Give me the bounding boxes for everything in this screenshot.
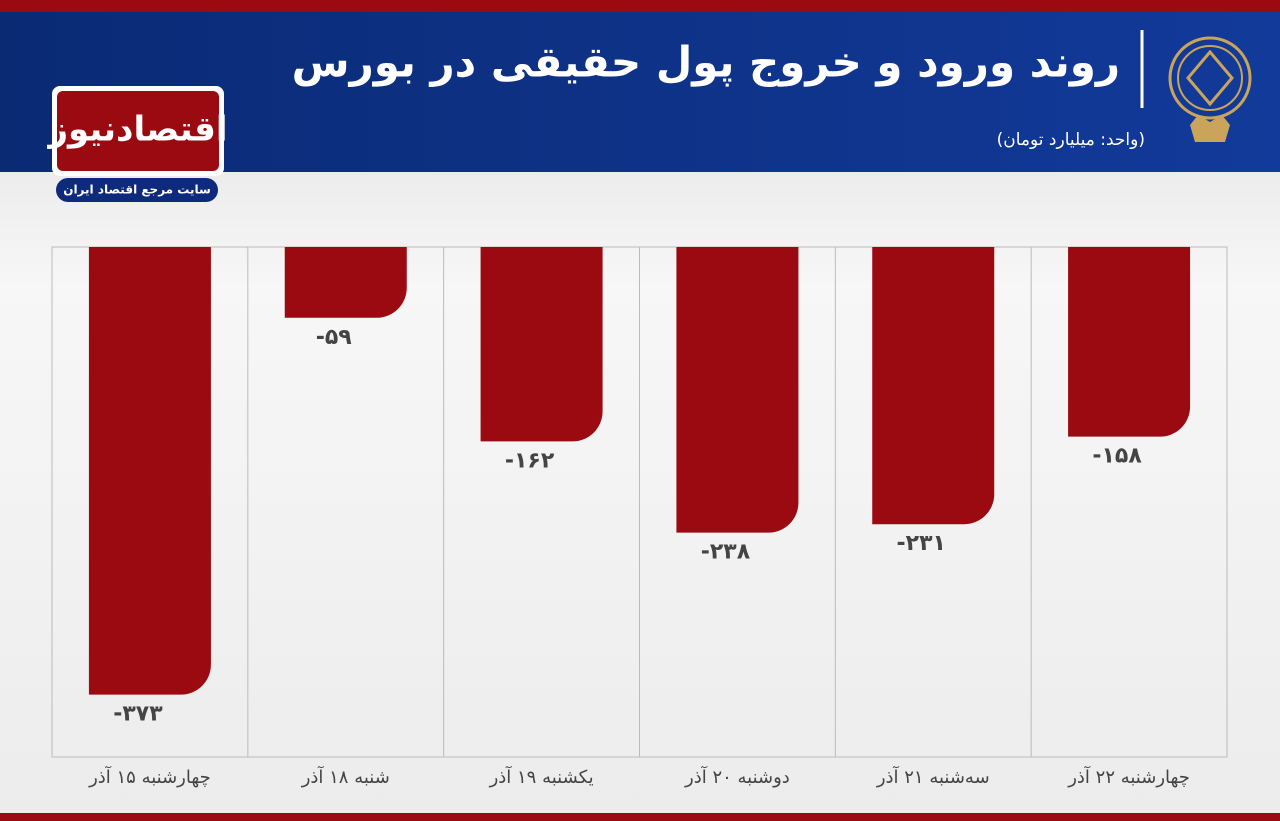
value-label: -۲۳۱ [897,531,946,556]
bar [88,247,211,695]
x-tick-label: چهارشنبه ۲۲ آذر [1067,765,1190,788]
value-label: -۱۵۸ [1092,444,1142,469]
bar [872,247,995,525]
chart-subtitle: (واحد: میلیارد تومان) [997,130,1145,150]
x-tick-label: دوشنبه ۲۰ آذر [684,765,790,788]
bar [480,247,603,442]
top-strip [0,0,1280,12]
x-tick-label: یکشنبه ۱۹ آذر [489,765,594,788]
value-label: -۱۶۲ [505,448,555,473]
bar [1068,247,1191,437]
value-label: -۳۷۳ [113,702,163,727]
emblem [1168,36,1252,142]
bottom-strip [0,813,1280,821]
value-label: -۵۹ [316,325,352,350]
x-tick-label: سه‌شنبه ۲۱ آذر [876,765,990,788]
logo-box [57,91,219,171]
logo-pill [56,178,218,202]
bar [284,247,407,318]
logo-tagline: سایت مرجع اقتصاد ایران [63,183,211,197]
value-label: -۲۳۸ [701,540,751,565]
x-tick-label: شنبه ۱۸ آذر [301,765,390,788]
chart-title: روند ورود و خروج پول حقیقی در بورس [292,38,1120,88]
logo: اقتصادنیوز سایت مرجع اقتصاد ایران [46,86,228,202]
bar [676,247,799,533]
x-tick-label: چهارشنبه ۱۵ آذر [88,765,211,788]
logo-name: اقتصادنیوز [46,110,227,150]
